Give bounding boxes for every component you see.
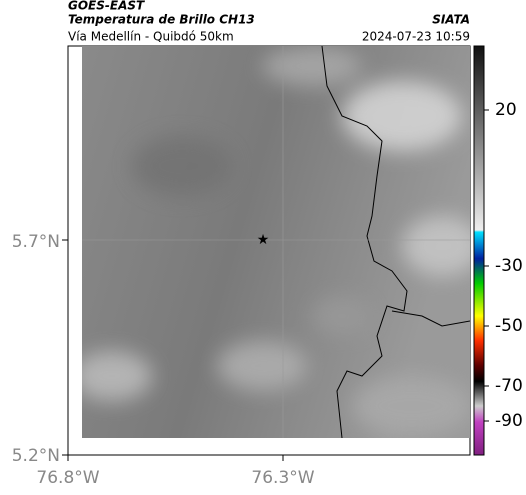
region: Vía Medellín - Quibdó 50km: [68, 30, 234, 44]
lon-label: 76.3°W: [251, 468, 314, 488]
colorbar-label: -30: [495, 256, 523, 276]
product: Temperatura de Brillo CH13: [68, 13, 255, 27]
lat-label: 5.2°N: [12, 446, 60, 466]
source: GOES-EAST: [68, 0, 145, 13]
colorbar-label: -90: [495, 411, 523, 431]
lon-label: 76.8°W: [36, 468, 99, 488]
colorbar-label: -50: [495, 316, 523, 336]
colorbar-label: -70: [495, 376, 523, 396]
city-marker: ★: [257, 232, 270, 248]
colorbar-label: 20: [495, 100, 517, 120]
datetime: 2024-07-23 10:59: [362, 30, 470, 44]
colorbar: [473, 45, 485, 456]
map: ★: [62, 45, 471, 461]
agency: SIATA: [432, 13, 470, 27]
colorbar-ticks: 20 -30 -50 -70 -90: [484, 100, 523, 431]
lat-label: 5.7°N: [12, 232, 60, 252]
